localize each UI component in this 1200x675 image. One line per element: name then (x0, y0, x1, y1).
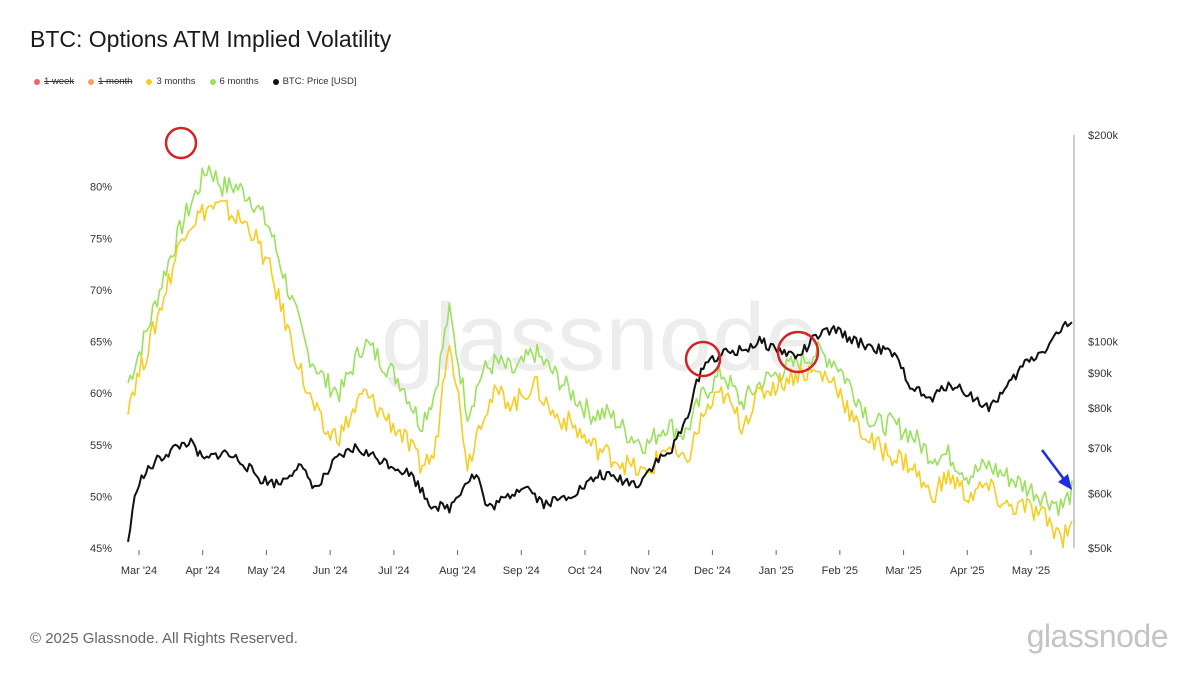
y-right-tick-label: $50k (1088, 543, 1112, 555)
x-tick-label: Oct '24 (568, 565, 603, 577)
series-layer (127, 165, 1073, 549)
x-tick-label: Apr '25 (950, 565, 985, 577)
legend-dot-icon (146, 78, 153, 85)
legend-item-1-month[interactable]: 1 month (88, 76, 132, 87)
y-right-tick-label: $200k (1088, 130, 1118, 142)
chart-title: BTC: Options ATM Implied Volatility (30, 26, 392, 52)
legend-dot-icon (209, 78, 216, 85)
annotations (164, 126, 1072, 490)
x-tick-label: Jun '24 (313, 565, 348, 577)
legend-item-btc-price[interactable]: BTC: Price [USD] (272, 76, 357, 87)
annotation-circle (776, 330, 820, 374)
y-left-tick-label: 70% (90, 285, 112, 297)
chart-watermark: glassnode (381, 284, 819, 391)
legend-label: 1 month (98, 76, 133, 87)
x-tick-label: May '24 (247, 565, 285, 577)
y-left-tick-label: 65% (90, 337, 112, 349)
annotation-arrow-head (1058, 474, 1072, 490)
x-tick-label: Jan '25 (759, 565, 794, 577)
legend-dot-icon (34, 78, 40, 85)
y-right-tick-label: $70k (1088, 443, 1112, 455)
y-left-tick-label: 80% (90, 182, 112, 194)
x-tick-label: Jul '24 (378, 565, 409, 577)
legend-label: 3 months (156, 76, 196, 87)
annotation-arrow-shaft (1041, 449, 1067, 483)
legend-item-1-week[interactable]: 1 week (34, 76, 74, 87)
y-right-tick-label: $100k (1088, 337, 1118, 349)
series-line-6-months (127, 165, 1073, 517)
legend-dot-icon (272, 78, 279, 85)
legend-item-6-months[interactable]: 6 months (209, 76, 259, 87)
y-right-tick-label: $90k (1088, 368, 1112, 380)
legend: 1 week 1 month 3 months 6 months BTC: Pr… (34, 76, 357, 87)
x-tick-label: Nov '24 (630, 565, 667, 577)
y-right-tick-label: $60k (1088, 489, 1112, 501)
axes: 45% 50% 55% 60% 65% 70% 75% 80% $50k $60k $70k $80k… (90, 130, 1119, 577)
y-left-tick-label: 60% (90, 388, 112, 400)
legend-label: BTC: Price [USD] (282, 76, 357, 87)
y-left-tick-label: 45% (90, 543, 112, 555)
legend-label: 6 months (219, 76, 259, 87)
legend-item-3-months[interactable]: 3 months (146, 76, 196, 87)
x-tick-label: Feb '25 (822, 565, 858, 577)
y-left-tick-label: 75% (90, 233, 112, 245)
x-tick-label: Dec '24 (694, 565, 731, 577)
x-tick-label: Aug '24 (439, 565, 476, 577)
glassnode-logo: glassnode (1026, 618, 1169, 654)
y-right-tick-label: $80k (1088, 403, 1112, 415)
series-line-3-months (127, 199, 1073, 549)
y-left-tick-label: 50% (90, 491, 112, 503)
x-tick-label: Apr '24 (185, 565, 220, 577)
legend-label: 1 week (44, 76, 75, 87)
legend-dot-icon (88, 78, 95, 85)
annotation-circle (684, 340, 722, 378)
x-tick-label: May '25 (1012, 565, 1050, 577)
x-tick-label: Sep '24 (503, 565, 540, 577)
annotation-circle (164, 126, 198, 160)
series-line-btc-price-usd (127, 320, 1073, 542)
copyright-footer: © 2025 Glassnode. All Rights Reserved. (30, 630, 298, 647)
y-left-tick-label: 55% (90, 440, 112, 452)
x-tick-label: Mar '24 (121, 565, 157, 577)
x-tick-label: Mar '25 (885, 565, 921, 577)
